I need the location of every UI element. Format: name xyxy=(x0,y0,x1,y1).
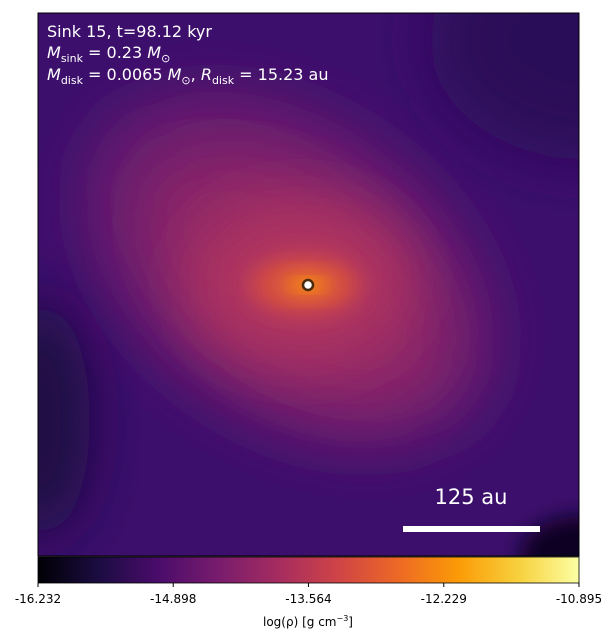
colorbar-tick-label: -12.229 xyxy=(421,592,467,606)
scale-bar xyxy=(403,526,540,532)
title-line: Sink 15, t=98.12 kyr xyxy=(47,22,212,41)
colorbar-tick-label: -10.895 xyxy=(556,592,602,606)
sink-marker xyxy=(301,278,315,292)
scale-bar-label: 125 au xyxy=(435,485,508,509)
title-line: Msink = 0.23 M⊙ xyxy=(47,43,170,65)
title-line: Mdisk = 0.0065 M⊙, Rdisk = 15.23 au xyxy=(47,65,329,87)
colorbar-label: log(ρ) [g cm−3] xyxy=(263,614,353,629)
density-map xyxy=(38,13,579,556)
colorbar-tick-label: -14.898 xyxy=(150,592,196,606)
colorbar-tick-label: -13.564 xyxy=(285,592,331,606)
colorbar xyxy=(37,556,580,584)
frame xyxy=(37,12,580,557)
colorbar-tick-label: -16.232 xyxy=(15,592,61,606)
